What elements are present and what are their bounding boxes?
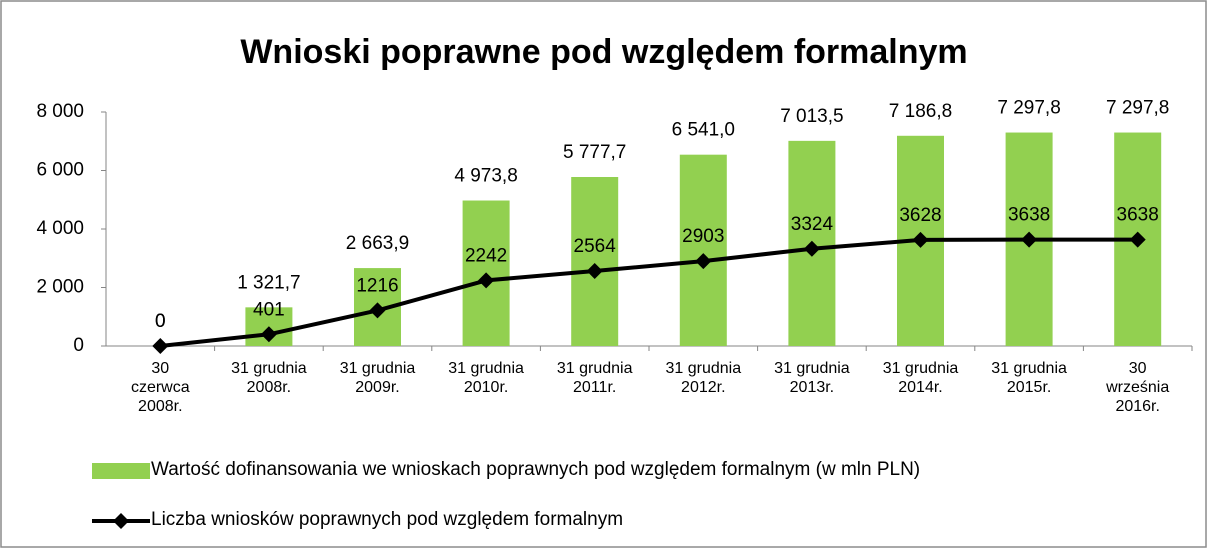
bar-value-label: 7 013,5 <box>780 106 843 127</box>
x-tick-label: 31 grudnia 2014r. <box>882 360 959 396</box>
y-tick-label: 6 000 <box>36 160 84 181</box>
line-value-label: 2564 <box>574 236 617 257</box>
line-marker <box>803 240 820 257</box>
bar-value-label: 4 973,8 <box>454 166 517 187</box>
bar-value-label: 7 297,8 <box>997 98 1060 119</box>
bar-value-label: 7 297,8 <box>1106 98 1169 119</box>
line-value-label: 3638 <box>1117 205 1159 226</box>
x-tick-label: 31 grudnia 2011r. <box>556 360 633 396</box>
line-marker <box>912 231 929 248</box>
line-marker <box>260 326 277 343</box>
line <box>160 237 1138 348</box>
line-value-label: 3324 <box>791 214 834 235</box>
line-value-label: 0 <box>155 311 166 332</box>
legend-swatch <box>92 463 150 479</box>
bar <box>571 177 619 346</box>
line-value-label: 2242 <box>465 245 507 266</box>
line-marker <box>478 272 495 289</box>
y-tick-label: 2 000 <box>36 277 84 298</box>
legend-marker <box>113 513 129 529</box>
bar-value-label: 2 663,9 <box>346 233 409 254</box>
x-tick-label: 31 grudnia 2012r. <box>665 360 742 396</box>
legend-label: Wartość dofinansowania we wnioskach popr… <box>151 459 921 480</box>
y-tick-label: 8 000 <box>36 101 84 122</box>
bar-value-label: 7 186,8 <box>889 101 952 122</box>
x-tick-label: 30 września 2016r. <box>1106 360 1170 415</box>
x-tick-label: 31 grudnia 2009r. <box>339 360 416 396</box>
x-tick-label: 30 czerwca 2008r. <box>130 360 190 415</box>
line-marker <box>152 338 169 354</box>
line-marker <box>695 253 712 270</box>
line-value-label: 1216 <box>356 275 398 296</box>
line-value-label: 2903 <box>682 226 724 247</box>
y-tick-label: 0 <box>73 335 84 356</box>
x-tick-label: 31 grudnia 2013r. <box>774 360 850 396</box>
chart-title: Wnioski poprawne pod względem formalnym <box>240 33 967 71</box>
line-value-label: 401 <box>253 299 285 320</box>
line-marker <box>586 263 603 280</box>
x-tick-label: 31 grudnia 2010r. <box>448 360 524 396</box>
bar-value-label: 5 777,7 <box>563 142 626 163</box>
line-value-label: 3638 <box>1008 205 1050 226</box>
x-tick-label: 31 grudnia 2008r. <box>231 360 307 396</box>
line-marker <box>1021 231 1038 248</box>
legend-label: Liczba wniosków poprawnych pod względem … <box>151 509 624 530</box>
line-marker <box>369 302 386 319</box>
y-tick-label: 4 000 <box>36 218 84 239</box>
bar-value-label: 1 321,7 <box>237 272 300 293</box>
line-marker <box>1129 231 1146 248</box>
bar-value-label: 6 541,0 <box>672 120 735 141</box>
x-tick-label: 31 grudnia 2015r. <box>991 360 1067 396</box>
bar <box>679 154 727 346</box>
bar-value-label: 0 <box>155 311 166 332</box>
line-value-label: 3628 <box>899 205 941 226</box>
